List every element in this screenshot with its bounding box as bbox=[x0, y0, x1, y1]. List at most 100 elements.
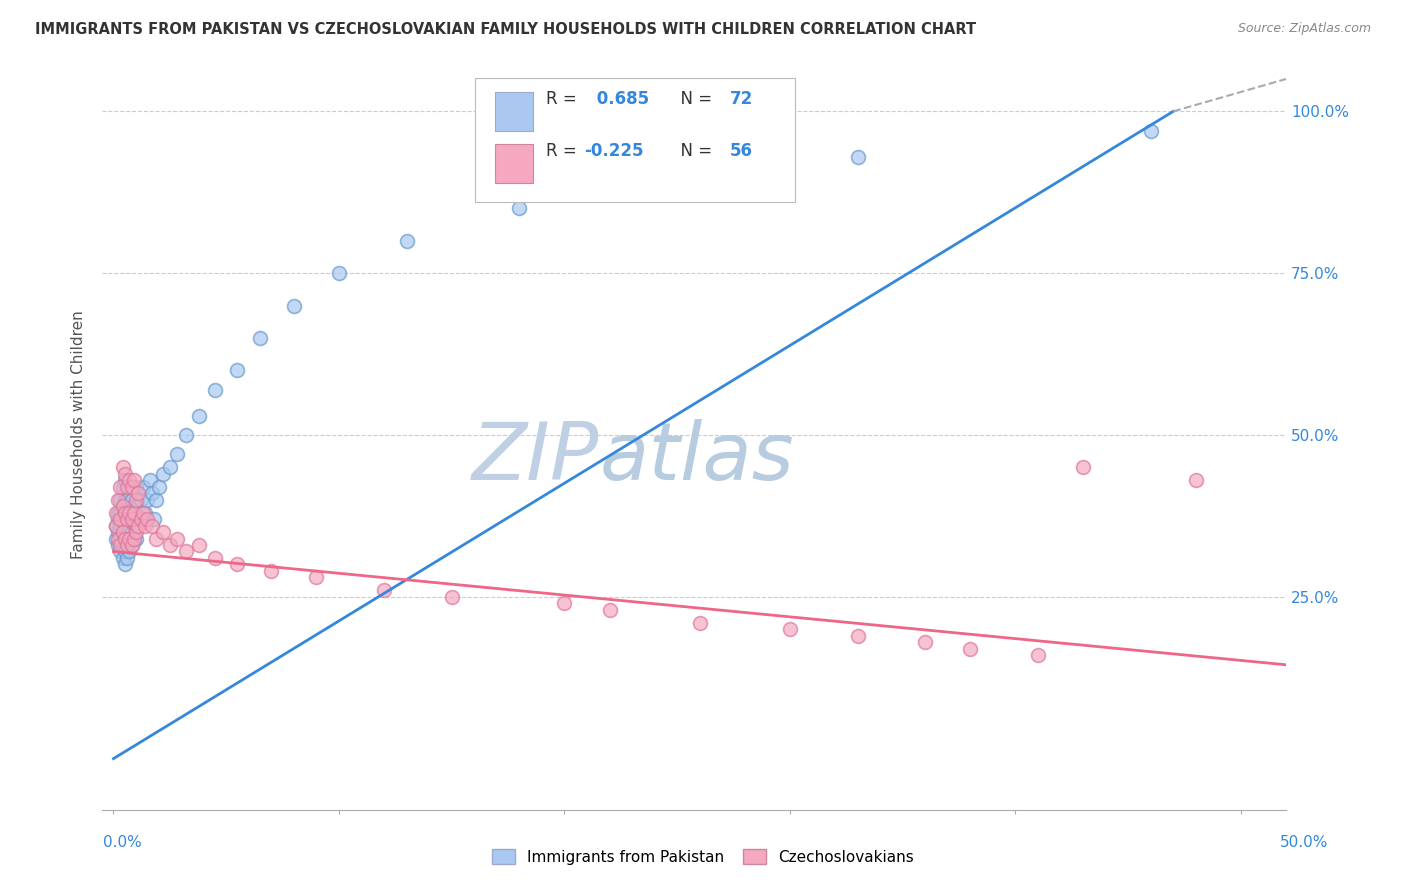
Point bbox=[141, 486, 163, 500]
Text: ZIP: ZIP bbox=[472, 418, 599, 497]
Point bbox=[127, 486, 149, 500]
Text: Source: ZipAtlas.com: Source: ZipAtlas.com bbox=[1237, 22, 1371, 36]
Point bbox=[111, 512, 134, 526]
Point bbox=[121, 538, 143, 552]
Point bbox=[110, 518, 132, 533]
Point bbox=[121, 480, 143, 494]
Point bbox=[125, 506, 148, 520]
Point bbox=[159, 460, 181, 475]
Point bbox=[127, 518, 149, 533]
Point bbox=[959, 641, 981, 656]
Point bbox=[305, 570, 328, 584]
Text: IMMIGRANTS FROM PAKISTAN VS CZECHOSLOVAKIAN FAMILY HOUSEHOLDS WITH CHILDREN CORR: IMMIGRANTS FROM PAKISTAN VS CZECHOSLOVAK… bbox=[35, 22, 976, 37]
Point bbox=[115, 538, 138, 552]
Point bbox=[115, 512, 138, 526]
Point bbox=[115, 538, 138, 552]
Point bbox=[114, 532, 136, 546]
Point bbox=[110, 544, 132, 558]
Point bbox=[204, 551, 226, 566]
Point bbox=[132, 480, 155, 494]
Point bbox=[1071, 460, 1094, 475]
Point bbox=[644, 176, 666, 190]
Point bbox=[110, 480, 132, 494]
Point bbox=[110, 506, 132, 520]
Text: 72: 72 bbox=[730, 89, 752, 108]
Point bbox=[145, 492, 167, 507]
Text: N =: N = bbox=[671, 142, 718, 161]
Point bbox=[125, 480, 148, 494]
Point bbox=[846, 629, 869, 643]
Point bbox=[122, 532, 145, 546]
Point bbox=[204, 383, 226, 397]
Point bbox=[115, 525, 138, 540]
Point bbox=[118, 506, 141, 520]
Point bbox=[125, 492, 148, 507]
Point bbox=[115, 512, 138, 526]
Point bbox=[599, 603, 621, 617]
Point bbox=[689, 615, 711, 630]
Point bbox=[114, 532, 136, 546]
Point bbox=[115, 492, 138, 507]
Point bbox=[166, 532, 188, 546]
Point bbox=[440, 590, 463, 604]
Point bbox=[125, 525, 148, 540]
Point bbox=[111, 525, 134, 540]
Point bbox=[508, 202, 530, 216]
Point bbox=[107, 538, 129, 552]
Point bbox=[145, 532, 167, 546]
Point bbox=[121, 492, 143, 507]
Point bbox=[114, 506, 136, 520]
Point bbox=[188, 409, 211, 423]
Point bbox=[111, 480, 134, 494]
Text: R =: R = bbox=[546, 89, 582, 108]
Point bbox=[104, 518, 127, 533]
Legend: Immigrants from Pakistan, Czechoslovakians: Immigrants from Pakistan, Czechoslovakia… bbox=[486, 843, 920, 871]
Point bbox=[283, 299, 305, 313]
Point bbox=[118, 532, 141, 546]
Point bbox=[226, 363, 249, 377]
Y-axis label: Family Households with Children: Family Households with Children bbox=[72, 310, 86, 559]
Point bbox=[129, 492, 152, 507]
Point bbox=[111, 525, 134, 540]
Point bbox=[104, 506, 127, 520]
Point bbox=[114, 558, 136, 572]
Point bbox=[118, 544, 141, 558]
Point bbox=[122, 473, 145, 487]
Point bbox=[122, 518, 145, 533]
Point bbox=[118, 473, 141, 487]
Point bbox=[114, 467, 136, 481]
Point bbox=[138, 473, 160, 487]
Point bbox=[846, 150, 869, 164]
Text: atlas: atlas bbox=[599, 418, 794, 497]
Text: 0.685: 0.685 bbox=[591, 89, 650, 108]
Point bbox=[166, 447, 188, 461]
FancyBboxPatch shape bbox=[495, 145, 533, 184]
Text: 56: 56 bbox=[730, 142, 752, 161]
Point bbox=[121, 538, 143, 552]
Point bbox=[136, 512, 159, 526]
Point bbox=[373, 583, 395, 598]
Point bbox=[159, 538, 181, 552]
Point bbox=[148, 480, 170, 494]
Point bbox=[104, 518, 127, 533]
Point bbox=[107, 506, 129, 520]
Point bbox=[143, 512, 166, 526]
Text: N =: N = bbox=[671, 89, 718, 108]
Point bbox=[111, 551, 134, 566]
Point bbox=[174, 544, 197, 558]
Point bbox=[249, 331, 271, 345]
Point bbox=[110, 512, 132, 526]
Point bbox=[122, 506, 145, 520]
Point bbox=[104, 532, 127, 546]
Point bbox=[115, 551, 138, 566]
Point bbox=[132, 506, 155, 520]
Text: 0.0%: 0.0% bbox=[103, 836, 142, 850]
FancyBboxPatch shape bbox=[495, 92, 533, 131]
Point bbox=[111, 538, 134, 552]
Text: -0.225: -0.225 bbox=[583, 142, 644, 161]
Point bbox=[779, 622, 801, 636]
Point bbox=[111, 460, 134, 475]
Point bbox=[122, 499, 145, 513]
Point bbox=[110, 532, 132, 546]
Point bbox=[114, 518, 136, 533]
